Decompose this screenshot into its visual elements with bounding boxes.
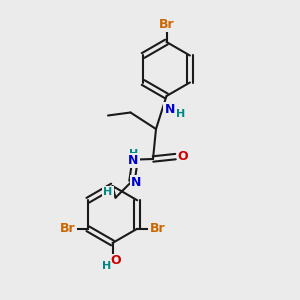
Text: Br: Br (60, 222, 76, 235)
Text: N: N (131, 176, 142, 189)
Text: H: H (129, 148, 138, 159)
Text: N: N (128, 154, 139, 167)
Text: N: N (164, 103, 175, 116)
Text: O: O (178, 150, 188, 163)
Text: Br: Br (159, 17, 174, 31)
Text: H: H (102, 261, 111, 271)
Text: Br: Br (149, 222, 165, 235)
Text: H: H (176, 109, 185, 119)
Text: H: H (103, 187, 112, 197)
Text: O: O (110, 254, 121, 268)
